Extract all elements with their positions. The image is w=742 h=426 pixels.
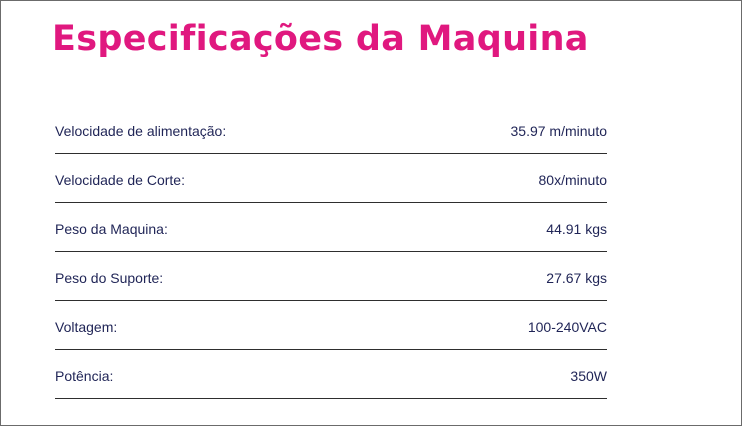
spec-label: Velocidade de alimentação:	[55, 123, 227, 139]
spec-label: Potência:	[55, 368, 114, 384]
spec-row-power: Potência: 350W	[55, 350, 607, 399]
spec-row-stand-weight: Peso do Suporte: 27.67 kgs	[55, 252, 607, 301]
page-title: Especificações da Maquina	[52, 19, 589, 59]
spec-value: 80x/minuto	[538, 172, 607, 188]
spec-row-voltage: Voltagem: 100-240VAC	[55, 301, 607, 350]
spec-value: 44.91 kgs	[546, 221, 607, 237]
spec-row-machine-weight: Peso da Maquina: 44.91 kgs	[55, 203, 607, 252]
spec-label: Peso do Suporte:	[55, 270, 164, 286]
spec-row-feed-speed: Velocidade de alimentação: 35.97 m/minut…	[55, 105, 607, 154]
spec-value: 35.97 m/minuto	[510, 123, 608, 139]
spec-label: Peso da Maquina:	[55, 221, 168, 237]
spec-value: 27.67 kgs	[546, 270, 607, 286]
spec-value: 350W	[570, 368, 607, 384]
spec-row-cut-speed: Velocidade de Corte: 80x/minuto	[55, 154, 607, 203]
spec-label: Voltagem:	[55, 319, 118, 335]
spec-label: Velocidade de Corte:	[55, 172, 185, 188]
spec-value: 100-240VAC	[527, 319, 607, 335]
spec-table: Velocidade de alimentação: 35.97 m/minut…	[55, 105, 607, 399]
